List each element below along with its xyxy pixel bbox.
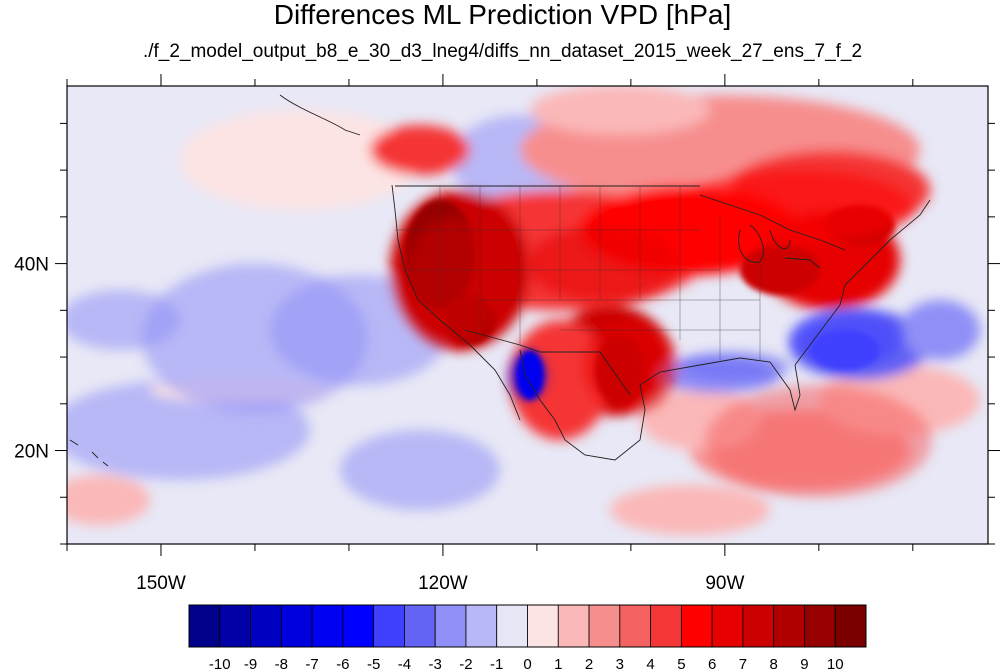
plot-area bbox=[67, 86, 988, 544]
colorbar-label: 0 bbox=[523, 656, 531, 672]
anomaly-southeast-atlantic-cool bbox=[790, 310, 904, 367]
colorbar-swatch bbox=[434, 604, 467, 648]
anomaly-central-plains-warm bbox=[527, 226, 678, 301]
colorbar-label: 10 bbox=[827, 656, 844, 672]
colorbar-label: -6 bbox=[336, 656, 349, 672]
map-title: Differences ML Prediction VPD [hPa] bbox=[273, 0, 732, 30]
axis-layer: 150W 120W 90W 20N 40N bbox=[14, 74, 1000, 594]
colorbar: -10 -9 -8 -7 -6 -5 -4 -3 -2 -1 0 1 2 3 4 5 6 7 8 9 10 bbox=[188, 604, 867, 672]
colorbar-swatch bbox=[373, 604, 405, 648]
colorbar-label: -5 bbox=[367, 656, 380, 672]
colorbar-label: -7 bbox=[305, 656, 318, 672]
colorbar-swatch bbox=[680, 604, 713, 648]
colorbar-swatch bbox=[280, 604, 313, 648]
colorbar-label: 1 bbox=[554, 656, 562, 672]
anomaly-caribbean-warm bbox=[706, 385, 932, 498]
anomaly-western-us-warm bbox=[405, 216, 500, 348]
colorbar-label: 7 bbox=[739, 656, 747, 672]
colorbar-swatch bbox=[557, 604, 590, 648]
anomaly-gulf-of-california-cool bbox=[508, 352, 547, 400]
colorbar-label: 9 bbox=[800, 656, 808, 672]
colorbar-swatch bbox=[773, 604, 805, 648]
colorbar-swatch bbox=[250, 604, 282, 648]
anomaly-great-lakes-canada-warm bbox=[687, 170, 913, 245]
x-tick-label: 150W bbox=[136, 573, 186, 594]
colorbar-swatch bbox=[496, 604, 528, 648]
colorbar-swatch bbox=[404, 604, 436, 648]
feature-layer bbox=[142, 170, 932, 498]
colorbar-label: 3 bbox=[616, 656, 624, 672]
colorbar-label: 8 bbox=[770, 656, 778, 672]
colorbar-swatch bbox=[650, 604, 682, 648]
colorbar-swatch bbox=[588, 604, 621, 648]
colorbar-frame bbox=[188, 604, 867, 648]
colorbar-label: -9 bbox=[244, 656, 257, 672]
colorbar-label: -4 bbox=[398, 656, 411, 672]
colorbar-label: -3 bbox=[429, 656, 442, 672]
colorbar-swatch bbox=[619, 604, 651, 648]
colorbar-swatch bbox=[188, 604, 221, 648]
colorbar-swatch bbox=[465, 604, 498, 648]
colorbar-label: -1 bbox=[490, 656, 503, 672]
colorbar-swatch bbox=[834, 604, 867, 648]
colorbar-label: 5 bbox=[677, 656, 685, 672]
colorbar-label: 2 bbox=[585, 656, 593, 672]
colorbar-label: 6 bbox=[708, 656, 716, 672]
colorbar-swatch bbox=[711, 604, 744, 648]
colorbar-swatch bbox=[219, 604, 251, 648]
x-tick-label: 120W bbox=[418, 573, 468, 594]
colorbar-label: -10 bbox=[209, 656, 231, 672]
colorbar-swatch bbox=[342, 604, 375, 648]
x-tick-label: 90W bbox=[705, 573, 744, 594]
colorbar-label: 4 bbox=[646, 656, 654, 672]
state-borders bbox=[395, 186, 761, 360]
y-tick-label: 40N bbox=[14, 255, 49, 276]
anomaly-texas-warm bbox=[583, 319, 678, 414]
colorbar-label: -8 bbox=[275, 656, 288, 672]
colorbar-swatch bbox=[804, 604, 836, 648]
colorbar-swatch bbox=[742, 604, 775, 648]
plot-frame bbox=[66, 85, 989, 545]
colorbar-swatch bbox=[311, 604, 344, 648]
colorbar-label: -2 bbox=[459, 656, 472, 672]
anomaly-east-pacific-cool bbox=[142, 263, 368, 414]
map-subtitle: ./f_2_model_output_b8_e_30_d3_lneg4/diff… bbox=[142, 41, 863, 62]
colorbar-swatch bbox=[527, 604, 559, 648]
y-tick-label: 20N bbox=[14, 442, 49, 463]
anomaly-gulf-of-mexico-cool bbox=[677, 352, 791, 381]
